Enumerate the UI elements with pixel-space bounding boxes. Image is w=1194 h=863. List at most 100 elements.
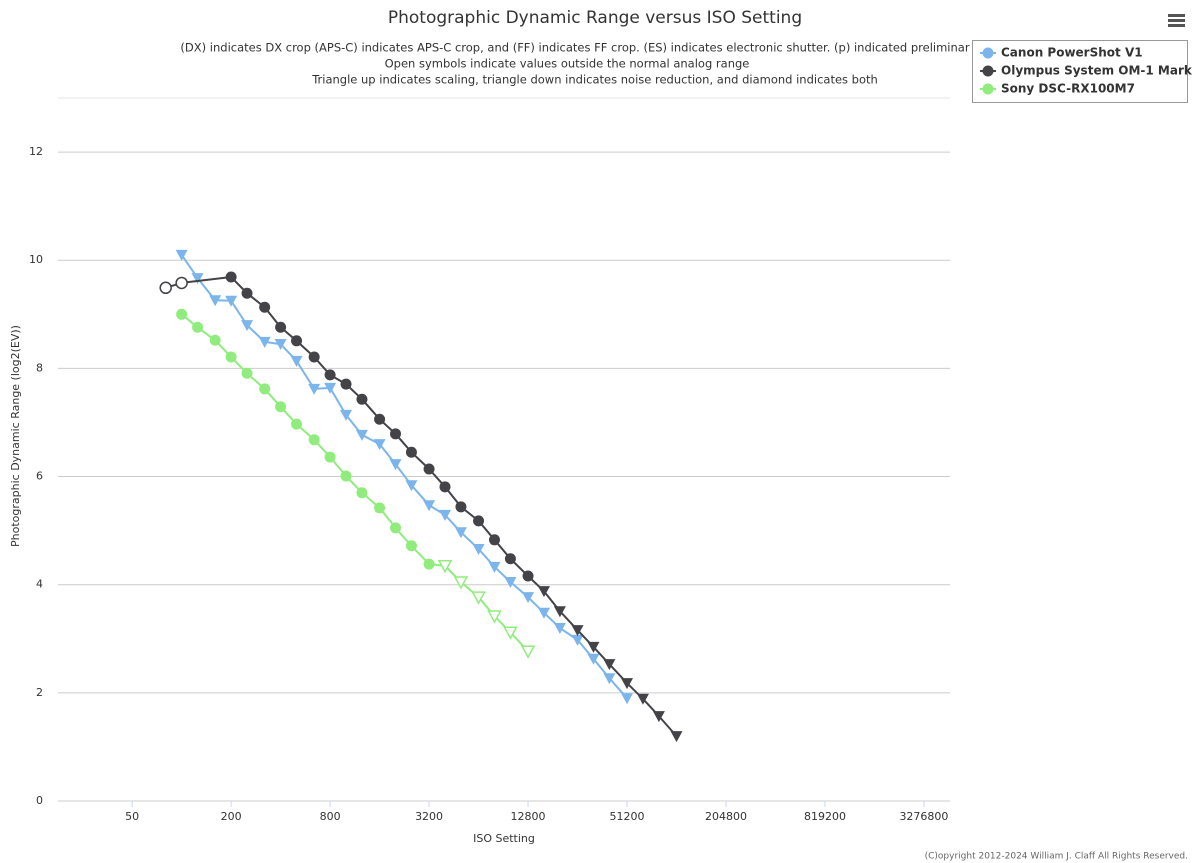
data-point — [209, 295, 222, 307]
data-point — [488, 561, 501, 573]
menu-bar — [1168, 14, 1185, 17]
data-point — [175, 276, 188, 290]
data-point — [472, 544, 485, 556]
series — [175, 249, 634, 705]
y-tick-label: 12 — [29, 145, 43, 158]
y-tick-label: 0 — [36, 794, 43, 807]
data-point — [571, 634, 584, 646]
data-point — [636, 693, 649, 705]
data-point — [159, 281, 172, 295]
menu-button[interactable] — [1166, 10, 1188, 32]
legend-label[interactable]: Canon PowerShot V1 — [1001, 46, 1143, 60]
data-point — [438, 509, 451, 521]
x-tick-label: 12800 — [511, 810, 546, 823]
data-point — [258, 336, 271, 348]
legend: Canon PowerShot V1 Olympus System OM-1 Ma… — [972, 40, 1194, 103]
data-point — [553, 622, 566, 634]
data-point — [522, 592, 535, 604]
data-point — [275, 321, 287, 333]
series — [159, 271, 683, 743]
data-point — [340, 378, 352, 390]
data-point — [290, 355, 303, 367]
legend-box — [972, 40, 1188, 103]
data-point — [259, 383, 271, 395]
data-point — [587, 641, 600, 653]
data-point — [537, 586, 550, 598]
data-point — [374, 502, 386, 514]
legend-symbol — [982, 47, 994, 59]
y-tick-label: 4 — [36, 578, 43, 591]
x-tick-label: 50 — [125, 810, 139, 823]
data-point — [374, 413, 386, 425]
data-point — [453, 576, 469, 590]
data-point — [455, 501, 467, 513]
data-point — [291, 335, 303, 347]
chart-subtitle: (DX) indicates DX crop (APS-C) indicates… — [180, 41, 969, 55]
data-point — [423, 500, 436, 512]
data-point — [473, 515, 485, 527]
chart-title: Photographic Dynamic Range versus ISO Se… — [388, 8, 802, 28]
x-tick-label: 204800 — [705, 810, 747, 823]
y-tick-label: 2 — [36, 686, 43, 699]
x-tick-label: 3200 — [415, 810, 443, 823]
data-point — [504, 576, 517, 588]
legend-label[interactable]: Sony DSC-RX100M7 — [1001, 82, 1135, 96]
data-point — [225, 351, 237, 363]
data-point — [176, 308, 188, 320]
data-point — [355, 429, 368, 441]
data-point — [405, 446, 417, 458]
data-point — [537, 607, 550, 619]
x-tick-label: 3276800 — [899, 810, 948, 823]
chart-subtitle: Triangle up indicates scaling, triangle … — [311, 73, 878, 87]
data-point — [389, 459, 402, 471]
data-point — [225, 271, 237, 283]
data-point — [571, 625, 584, 637]
data-point — [356, 487, 368, 499]
data-point — [241, 367, 253, 379]
data-point — [390, 428, 402, 440]
data-point — [209, 334, 221, 346]
data-point — [191, 273, 204, 285]
data-point — [275, 401, 287, 413]
data-point — [437, 560, 453, 574]
series — [176, 308, 536, 659]
data-point — [192, 321, 204, 333]
data-point — [621, 693, 634, 705]
data-point — [241, 320, 254, 332]
data-point — [503, 626, 518, 640]
data-point — [652, 711, 665, 723]
legend-symbol — [982, 83, 994, 95]
data-point — [175, 249, 188, 261]
x-tick-label: 800 — [320, 810, 341, 823]
data-point — [324, 382, 337, 394]
data-point — [340, 409, 353, 421]
data-point — [553, 606, 566, 618]
data-point — [471, 591, 486, 605]
y-tick-label: 10 — [29, 253, 43, 266]
data-point — [603, 659, 616, 671]
data-point — [504, 553, 516, 565]
legend-label[interactable]: Olympus System OM-1 Mark II — [1001, 64, 1194, 78]
data-point — [225, 295, 238, 307]
data-point — [439, 481, 451, 493]
data-point — [373, 439, 386, 451]
data-point — [340, 470, 352, 482]
x-tick-label: 819200 — [804, 810, 846, 823]
y-tick-label: 8 — [36, 361, 43, 374]
data-point — [291, 418, 303, 430]
data-point — [259, 301, 271, 313]
data-point — [324, 451, 336, 463]
y-tick-label: 6 — [36, 470, 43, 483]
data-point — [587, 653, 600, 665]
data-point — [390, 522, 402, 534]
data-point — [241, 287, 253, 299]
chart-subtitle: Open symbols indicate values outside the… — [385, 57, 750, 71]
data-point — [356, 393, 368, 405]
data-point — [454, 527, 467, 539]
data-point — [423, 463, 435, 475]
data-point — [487, 610, 502, 624]
data-point — [423, 558, 435, 570]
data-point — [603, 673, 616, 685]
data-point — [308, 383, 321, 395]
